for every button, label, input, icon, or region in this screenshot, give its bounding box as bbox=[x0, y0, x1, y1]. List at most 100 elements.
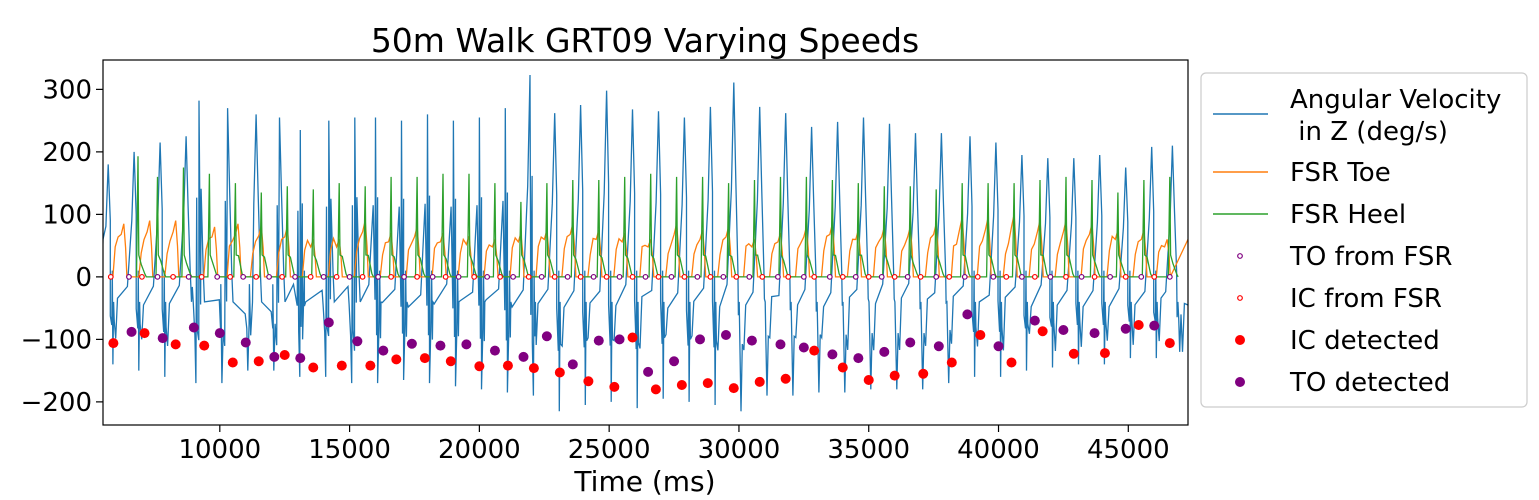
to-detected-marker bbox=[775, 339, 786, 350]
to-detected-marker bbox=[1029, 315, 1040, 326]
ic-from-fsr-marker bbox=[1031, 273, 1038, 280]
to-from-fsr-marker bbox=[904, 273, 911, 280]
to-from-fsr-marker bbox=[852, 273, 859, 280]
to-from-fsr-marker bbox=[933, 273, 940, 280]
ic-detected-marker bbox=[308, 362, 319, 373]
legend-label-ic-detected: IC detected bbox=[1290, 326, 1440, 356]
to-from-fsr-marker bbox=[1047, 273, 1054, 280]
ic-from-fsr-marker bbox=[865, 273, 872, 280]
to-detected-marker bbox=[269, 351, 280, 362]
ic-detected-marker bbox=[780, 373, 791, 384]
x-tick-label: 30000 bbox=[698, 435, 781, 465]
series-layer bbox=[103, 74, 1188, 412]
to-detected-marker bbox=[1058, 325, 1069, 335]
ic-from-fsr-marker bbox=[307, 273, 314, 280]
legend-symbol-to-detected bbox=[1235, 377, 1245, 387]
to-from-fsr-marker bbox=[774, 273, 781, 280]
to-detected-marker bbox=[240, 337, 251, 348]
ic-from-fsr-marker bbox=[471, 273, 478, 280]
ic-detected-marker bbox=[754, 376, 765, 387]
ic-detected-marker bbox=[809, 345, 820, 356]
chart-title: 50m Walk GRT09 Varying Speeds bbox=[371, 21, 919, 60]
ic-detected-marker bbox=[1164, 338, 1175, 349]
ic-from-fsr-marker bbox=[577, 273, 584, 280]
to-detected-marker bbox=[126, 326, 137, 337]
to-from-fsr-marker bbox=[1078, 273, 1085, 280]
to-from-fsr-marker bbox=[1166, 273, 1173, 280]
ic-from-fsr-marker bbox=[1122, 273, 1129, 280]
ic-detected-marker bbox=[336, 360, 347, 371]
y-tick-label: 0 bbox=[75, 263, 92, 293]
ic-detected-marker bbox=[863, 375, 874, 385]
ic-from-fsr-marker bbox=[681, 273, 688, 280]
ic-from-fsr-marker bbox=[442, 273, 449, 280]
to-detected-marker bbox=[905, 337, 916, 348]
y-axis: 300 200 100 0 −100 −200 bbox=[21, 75, 103, 418]
y-tick-label: 300 bbox=[42, 75, 92, 105]
to-from-fsr-marker bbox=[375, 273, 382, 280]
to-from-fsr-marker bbox=[1138, 273, 1145, 280]
ic-detected-marker bbox=[702, 378, 713, 389]
ic-detected-marker bbox=[528, 363, 539, 374]
x-tick-label: 15000 bbox=[308, 435, 391, 465]
ic-from-fsr-marker bbox=[811, 273, 818, 280]
ic-detected-marker bbox=[419, 353, 430, 364]
to-from-fsr-marker bbox=[266, 273, 273, 280]
to-from-fsr-marker bbox=[590, 273, 597, 280]
to-from-fsr-marker bbox=[126, 273, 132, 280]
legend-label-fsr-toe: FSR Toe bbox=[1290, 158, 1391, 188]
to-from-fsr-marker bbox=[484, 273, 491, 280]
ic-from-fsr-marker bbox=[707, 273, 714, 280]
ic-from-fsr-marker bbox=[551, 273, 558, 280]
ic-detected-marker bbox=[365, 360, 376, 371]
x-tick-label: 40000 bbox=[957, 435, 1040, 465]
ic-from-fsr-marker bbox=[139, 273, 145, 280]
to-from-fsr-marker bbox=[510, 273, 517, 280]
marker-layer bbox=[107, 273, 1175, 395]
ic-from-fsr-marker bbox=[629, 273, 636, 280]
ic-from-fsr-marker bbox=[1091, 273, 1098, 280]
ic-from-fsr-marker bbox=[414, 273, 420, 280]
ic-detected-marker bbox=[253, 356, 264, 367]
legend-label-fsr-heel: FSR Heel bbox=[1290, 200, 1406, 230]
legend-box bbox=[1200, 72, 1528, 408]
to-from-fsr-marker bbox=[154, 273, 161, 280]
to-detected-marker bbox=[214, 328, 225, 339]
ic-from-fsr-marker bbox=[974, 273, 981, 280]
ic-detected-marker bbox=[139, 328, 150, 339]
to-detected-marker bbox=[541, 331, 552, 342]
ic-detected-marker bbox=[391, 354, 402, 365]
to-detected-marker bbox=[518, 351, 529, 362]
ic-from-fsr-marker bbox=[1063, 273, 1069, 280]
to-from-fsr-marker bbox=[214, 273, 221, 280]
to-from-fsr-marker bbox=[538, 273, 545, 280]
to-from-fsr-marker bbox=[642, 273, 649, 280]
x-tick-label: 20000 bbox=[438, 435, 521, 465]
to-detected-marker bbox=[1089, 328, 1100, 339]
ic-from-fsr-marker bbox=[359, 273, 366, 280]
ic-detected-marker bbox=[837, 362, 848, 373]
to-from-fsr-marker bbox=[1107, 273, 1114, 280]
to-detected-marker bbox=[188, 322, 199, 333]
x-tick-label: 45000 bbox=[1087, 435, 1170, 465]
ic-from-fsr-marker bbox=[603, 273, 610, 280]
ic-from-fsr-marker bbox=[198, 273, 205, 280]
ic-detected-marker bbox=[1037, 326, 1048, 337]
legend: Angular Velocity in Z (deg/s) FSR Toe FSR … bbox=[1200, 72, 1528, 408]
to-from-fsr-marker bbox=[616, 273, 623, 280]
ic-from-fsr-marker bbox=[170, 273, 176, 280]
to-detected-marker bbox=[435, 340, 446, 351]
ic-detected-marker bbox=[889, 370, 900, 381]
ic-from-fsr-marker bbox=[917, 273, 924, 280]
to-detected-marker bbox=[157, 333, 168, 344]
ic-detected-marker bbox=[1068, 348, 1079, 359]
to-detected-marker bbox=[461, 339, 472, 350]
to-detected-marker bbox=[853, 353, 864, 364]
to-detected-marker bbox=[489, 345, 500, 356]
ic-from-fsr-marker bbox=[388, 273, 395, 280]
ic-detected-marker bbox=[609, 381, 620, 392]
x-tick-label: 25000 bbox=[568, 435, 651, 465]
ic-from-fsr-marker bbox=[785, 273, 792, 280]
to-from-fsr-marker bbox=[961, 273, 968, 280]
